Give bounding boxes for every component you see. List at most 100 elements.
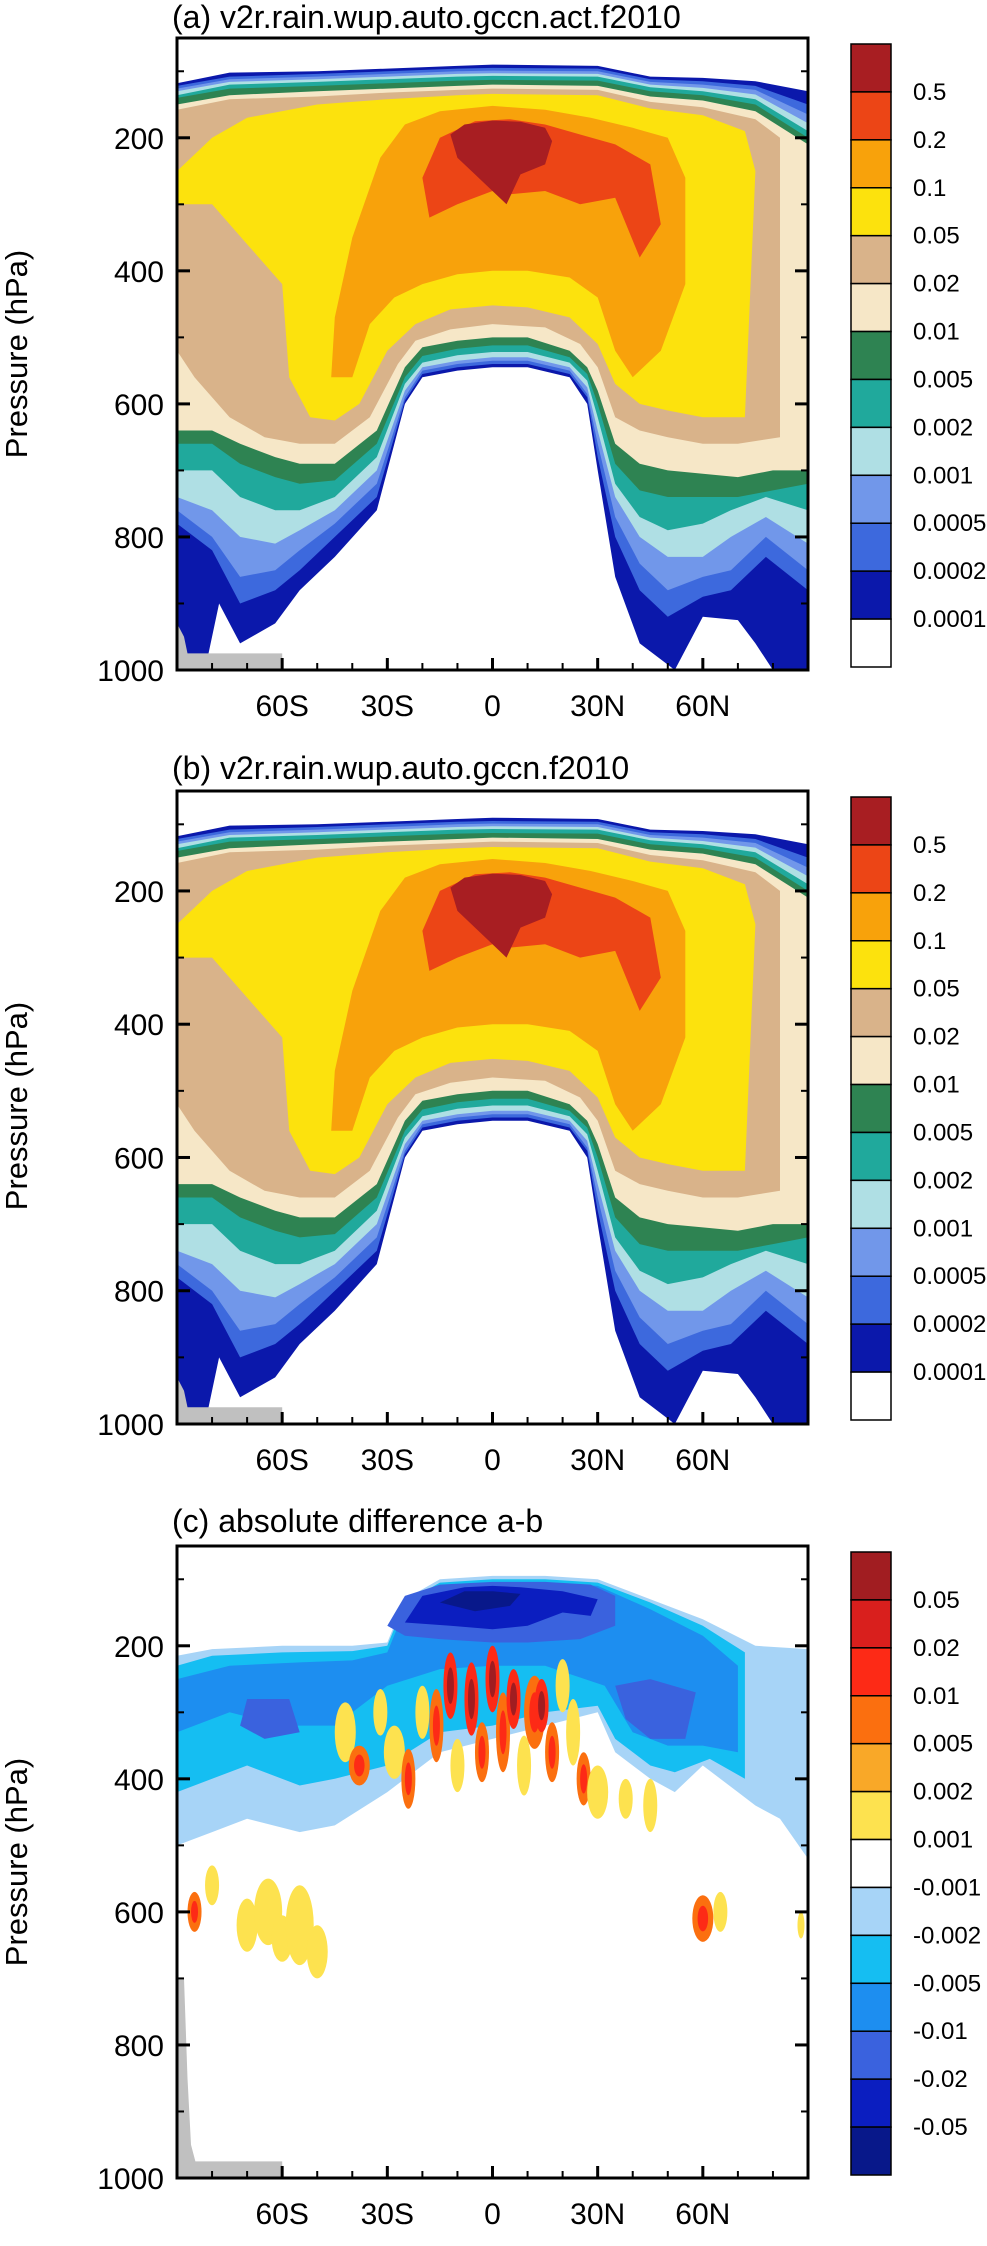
panel-a-axes: 60S 30S 0 30N 60N 200 400 600 800 1000	[97, 70, 808, 723]
colorbar-label: 0.0005	[913, 510, 986, 537]
colorbar-swatch	[850, 1647, 892, 1697]
colorbar-swatch	[850, 570, 892, 620]
positive-anomaly-core	[432, 1705, 440, 1746]
y-tick-label: 1000	[97, 655, 164, 688]
colorbar-swatch	[850, 426, 892, 477]
y-tick-label: 1000	[97, 2163, 164, 2196]
panel-b-colorbar: 0.5 0.2 0.1 0.05 0.02 0.01 0.005 0.002 0.001 0.00…	[850, 796, 986, 1421]
colorbar-swatch	[850, 2030, 892, 2080]
positive-anomaly-core	[548, 1735, 556, 1769]
colorbar-swatch	[850, 378, 892, 429]
colorbar-swatch	[850, 1599, 892, 1649]
colorbar-label: 0.05	[913, 223, 960, 250]
x-tick-label: 0	[484, 2198, 501, 2231]
topography-mask	[177, 1978, 283, 2178]
colorbar-swatch	[850, 1982, 892, 2032]
x-tick-label: 60N	[675, 2198, 730, 2231]
colorbar-label: 0.005	[913, 1119, 973, 1146]
positive-anomaly-core	[354, 1754, 365, 1777]
positive-anomaly-core	[510, 1682, 518, 1716]
colorbar-swatch	[850, 618, 892, 668]
colorbar-swatch	[850, 987, 892, 1038]
positive-anomaly	[306, 1925, 328, 1979]
colorbar-label: 0.01	[913, 1683, 960, 1710]
colorbar-swatch	[850, 1035, 892, 1086]
y-tick-label: 400	[114, 256, 164, 289]
colorbar-label: -0.001	[913, 1874, 981, 1901]
x-tick-label: 30S	[361, 690, 414, 723]
colorbar-label: 0.1	[913, 928, 946, 955]
y-tick-label: 600	[114, 1897, 164, 1930]
colorbar-swatch	[850, 522, 892, 572]
positive-anomaly-core	[697, 1905, 709, 1932]
colorbar-label: 0.05	[913, 976, 960, 1003]
colorbar-swatch	[850, 1838, 892, 1889]
x-tick-label: 60S	[255, 2198, 308, 2231]
colorbar-label: 0.002	[913, 414, 973, 441]
colorbar-label: 0.0001	[913, 606, 986, 633]
colorbar-swatch	[850, 1695, 892, 1745]
positive-anomaly	[566, 1699, 581, 1766]
y-tick-label: 400	[114, 1764, 164, 1797]
contour-band	[450, 120, 553, 205]
y-tick-label: 800	[114, 2030, 164, 2063]
panel-a-colorbar: 0.5 0.2 0.1 0.05 0.02 0.01 0.005 0.002 0.001 0.00…	[850, 43, 986, 668]
positive-anomaly	[713, 1891, 728, 1932]
positive-anomaly	[383, 1725, 405, 1779]
x-tick-label: 30N	[570, 1444, 625, 1477]
panel-c: (c) absolute difference a-b 60S 30S 0 30N 60…	[0, 1503, 981, 2231]
topography-mask	[177, 1377, 283, 1424]
y-tick-label: 200	[114, 876, 164, 909]
positive-anomaly	[236, 1898, 258, 1952]
contour-band	[615, 1679, 696, 1739]
positive-anomaly	[517, 1735, 532, 1796]
colorbar-swatch	[850, 2126, 892, 2176]
y-tick-label: 1000	[97, 1409, 164, 1442]
colorbar-label: 0.001	[913, 1215, 973, 1242]
colorbar-swatch	[850, 1790, 892, 1841]
colorbar-swatch	[850, 1083, 892, 1134]
positive-anomaly	[450, 1738, 465, 1793]
colorbar-swatch	[850, 1179, 892, 1230]
x-tick-label: 0	[484, 690, 501, 723]
colorbar-label: 0.02	[913, 271, 960, 298]
panel-a-ylabel: Pressure (hPa)	[0, 250, 34, 458]
colorbar-label: 0.2	[913, 127, 946, 154]
colorbar-label: 0.01	[913, 1072, 960, 1099]
x-tick-label: 60N	[675, 690, 730, 723]
y-tick-label: 200	[114, 1631, 164, 1664]
positive-anomaly-core	[191, 1900, 199, 1923]
positive-anomaly-core	[404, 1762, 412, 1796]
positive-anomaly	[205, 1865, 220, 1906]
y-tick-label: 200	[114, 123, 164, 156]
colorbar-swatch	[850, 1742, 892, 1793]
x-tick-label: 30S	[361, 1444, 414, 1477]
colorbar-swatch	[850, 187, 892, 237]
positive-anomaly	[643, 1778, 658, 1833]
colorbar-label: 0.0005	[913, 1263, 986, 1290]
colorbar-swatch	[850, 892, 892, 942]
positive-anomaly	[797, 1911, 805, 1939]
panel-c-title: (c) absolute difference a-b	[172, 1503, 543, 1539]
positive-anomaly	[373, 1689, 388, 1736]
colorbar-label: 0.0002	[913, 558, 986, 585]
x-tick-label: 0	[484, 1444, 501, 1477]
colorbar-swatch	[850, 844, 892, 894]
colorbar-swatch	[850, 940, 892, 990]
positive-anomaly	[285, 1885, 314, 1966]
positive-anomaly-core	[538, 1691, 546, 1721]
colorbar-label: -0.01	[913, 2018, 968, 2045]
colorbar-swatch	[850, 139, 892, 189]
positive-anomaly-core	[499, 1710, 507, 1755]
colorbar-swatch	[850, 330, 892, 381]
positive-anomaly	[555, 1659, 570, 1713]
y-tick-label: 800	[114, 522, 164, 555]
colorbar-label: -0.02	[913, 2066, 968, 2093]
panel-a-field	[177, 64, 808, 670]
panel-b-field	[177, 817, 808, 1424]
contour-band	[240, 1699, 300, 1739]
positive-anomaly-core	[446, 1667, 454, 1705]
positive-anomaly-core	[580, 1764, 588, 1794]
colorbar-label: 0.005	[913, 1731, 973, 1758]
colorbar-swatch	[850, 234, 892, 285]
